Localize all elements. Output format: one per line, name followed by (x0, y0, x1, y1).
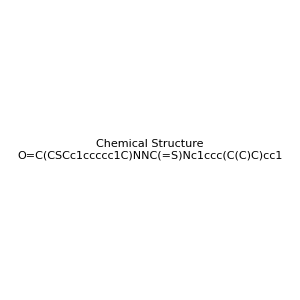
Text: Chemical Structure
O=C(CSCc1ccccc1C)NNC(=S)Nc1ccc(C(C)C)cc1: Chemical Structure O=C(CSCc1ccccc1C)NNC(… (17, 139, 283, 161)
